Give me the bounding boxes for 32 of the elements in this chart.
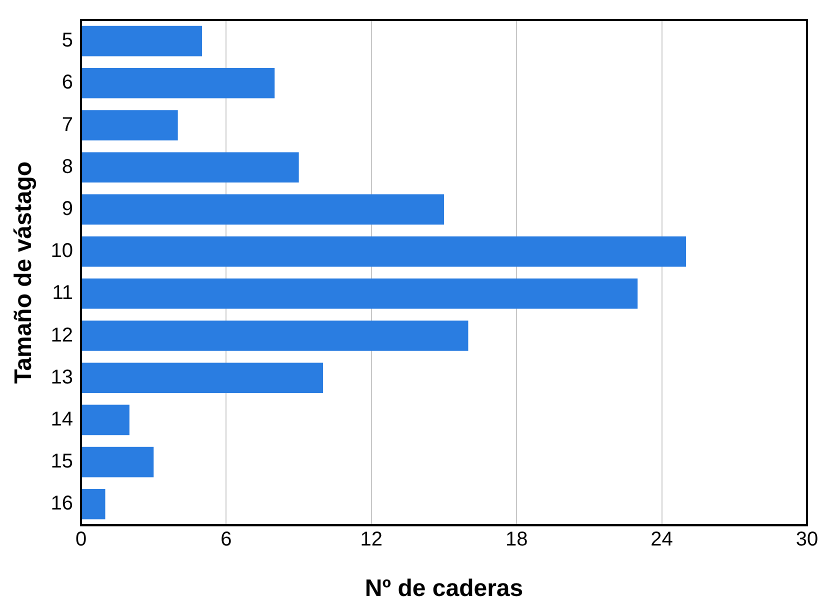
bar — [82, 236, 686, 267]
y-tick-label: 11 — [52, 282, 74, 304]
y-tick-label: 5 — [62, 30, 74, 52]
y-tick-label: 6 — [62, 72, 74, 94]
x-tick-label: 6 — [220, 528, 232, 551]
x-tick-label: 0 — [75, 528, 87, 551]
bar — [82, 68, 275, 98]
y-tick-label: 14 — [50, 408, 74, 430]
y-tick-label: 10 — [50, 240, 74, 262]
x-tick-label: 18 — [505, 528, 528, 551]
y-tick-label: 12 — [50, 324, 74, 346]
bar — [82, 404, 130, 436]
bar — [82, 488, 106, 520]
x-tick-label: 30 — [796, 528, 818, 551]
bar — [82, 446, 154, 478]
y-tick-label: 13 — [50, 366, 74, 388]
y-tick-label: 8 — [62, 156, 74, 178]
bar — [82, 26, 202, 56]
x-tick-label: 24 — [650, 528, 673, 551]
bar — [82, 320, 468, 351]
bar — [82, 362, 324, 394]
bar — [82, 152, 299, 183]
y-tick-label: 15 — [50, 450, 74, 473]
y-tick-label: 16 — [50, 492, 74, 515]
y-axis-title: Tamaño de vástago — [10, 161, 38, 384]
bar — [82, 278, 638, 309]
y-tick-label: 7 — [62, 114, 74, 136]
x-tick-label: 12 — [360, 528, 383, 551]
bar — [82, 194, 444, 225]
bar — [82, 110, 178, 140]
y-tick-label: 9 — [62, 198, 74, 220]
x-axis-title: Nº de caderas — [364, 575, 524, 602]
